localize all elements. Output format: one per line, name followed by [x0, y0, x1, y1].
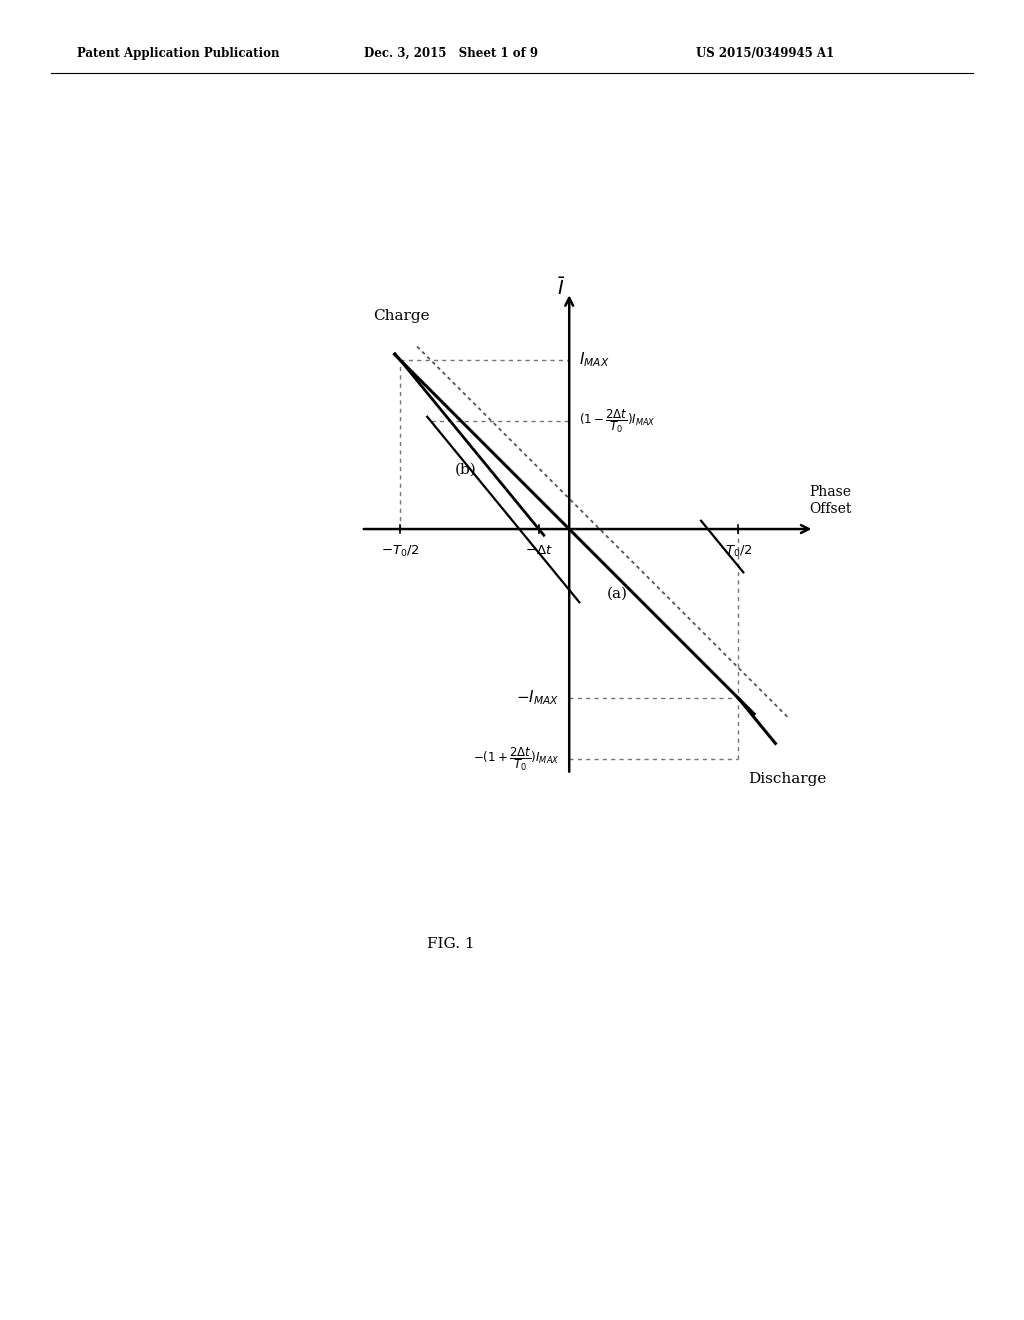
Text: Dec. 3, 2015   Sheet 1 of 9: Dec. 3, 2015 Sheet 1 of 9: [364, 46, 538, 59]
Text: FIG. 1: FIG. 1: [427, 937, 474, 950]
Text: $T_0/2$: $T_0/2$: [725, 544, 752, 560]
Text: $-I_{MAX}$: $-I_{MAX}$: [516, 689, 559, 708]
Text: Patent Application Publication: Patent Application Publication: [77, 46, 280, 59]
Text: Phase
Offset: Phase Offset: [809, 486, 852, 516]
Text: Charge: Charge: [373, 309, 430, 323]
Text: (a): (a): [606, 586, 628, 601]
Text: $-\Delta t$: $-\Delta t$: [525, 544, 553, 557]
Text: $(1-\dfrac{2\Delta t}{T_0})I_{MAX}$: $(1-\dfrac{2\Delta t}{T_0})I_{MAX}$: [580, 407, 656, 434]
Text: (b): (b): [455, 463, 476, 477]
Text: US 2015/0349945 A1: US 2015/0349945 A1: [696, 46, 835, 59]
Text: $-T_0/2$: $-T_0/2$: [381, 544, 420, 560]
Text: $\bar{I}$: $\bar{I}$: [557, 277, 565, 300]
Text: Discharge: Discharge: [749, 772, 826, 787]
Text: $I_{MAX}$: $I_{MAX}$: [580, 351, 610, 370]
Text: $-(1+\dfrac{2\Delta t}{T_0})I_{MAX}$: $-(1+\dfrac{2\Delta t}{T_0})I_{MAX}$: [473, 744, 559, 772]
